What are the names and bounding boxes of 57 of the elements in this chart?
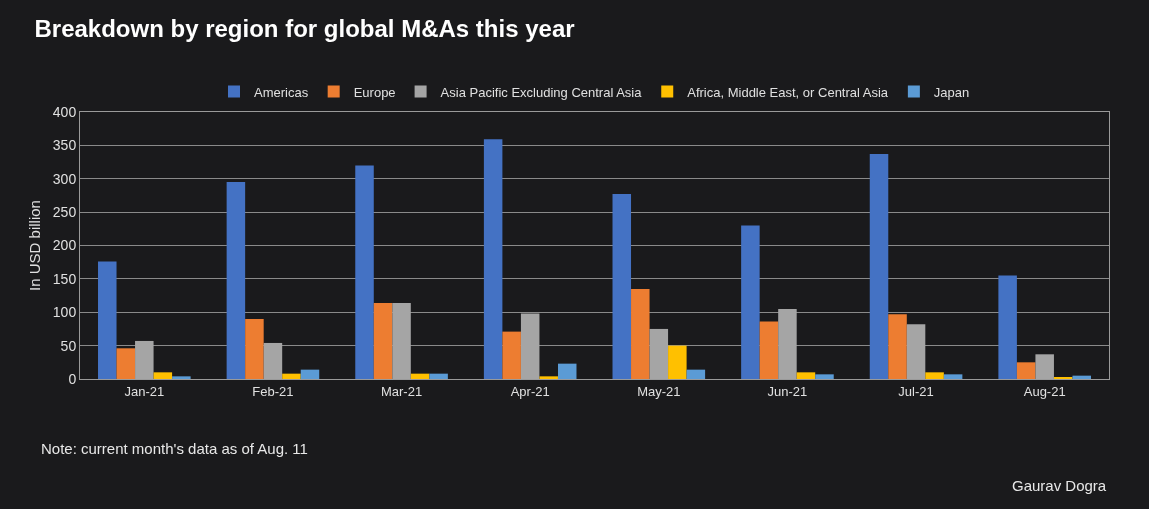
bar	[1072, 375, 1091, 379]
bar	[300, 369, 320, 379]
y-tick-label: 350	[52, 137, 77, 154]
legend-label: Asia Pacific Excluding Central Asia	[440, 84, 643, 100]
bar	[998, 275, 1017, 379]
bar	[869, 154, 889, 379]
bar	[116, 348, 136, 379]
y-tick-label: 250	[52, 204, 77, 221]
bar	[282, 373, 301, 379]
bar	[483, 139, 503, 379]
bar	[172, 376, 191, 379]
text: Note: current month's data as of Aug. 11	[41, 440, 308, 457]
chart-title: Breakdown by region for global M&As this year	[34, 15, 575, 43]
x-tick-label: May-21	[637, 383, 681, 399]
x-tick-label: Aug-21	[1023, 383, 1066, 399]
y-axis-title: In USD billion	[26, 200, 43, 291]
y-tick-label: 0	[68, 370, 77, 387]
bar	[925, 372, 944, 379]
legend-label: Europe	[353, 84, 396, 100]
x-tick-label: Feb-21	[252, 383, 294, 399]
x-tick-label: Jul-21	[898, 383, 934, 399]
bar	[153, 372, 173, 379]
bar	[226, 182, 246, 379]
bar	[373, 302, 393, 379]
bar	[815, 374, 834, 379]
x-tick-label: Mar-21	[380, 383, 423, 399]
bar	[888, 314, 907, 379]
bar	[539, 376, 558, 379]
x-tick-label: Jun-21	[767, 383, 808, 399]
bar	[741, 225, 760, 379]
bar	[410, 373, 430, 379]
bar	[557, 363, 577, 379]
y-tick-label: 300	[52, 170, 77, 187]
bar	[631, 288, 650, 379]
bar	[245, 318, 264, 379]
bar	[668, 345, 687, 379]
bar	[98, 261, 117, 379]
y-tick-label: 50	[60, 337, 77, 354]
bar	[429, 373, 448, 379]
y-tick-label: 200	[52, 237, 77, 254]
y-tick-label: 150	[52, 270, 77, 287]
bar	[686, 369, 706, 379]
y-tick-label: 100	[52, 304, 77, 321]
bar	[1016, 362, 1036, 379]
text: Gaurav Dogra	[1012, 477, 1107, 494]
bar	[355, 165, 374, 379]
x-tick-label: Apr-21	[510, 383, 550, 399]
legend-label: Africa, Middle East, or Central Asia	[687, 84, 889, 100]
bar	[796, 372, 816, 379]
bar	[612, 194, 632, 379]
bar	[759, 321, 779, 379]
y-tick-label: 400	[52, 103, 77, 120]
bar	[502, 331, 521, 379]
x-tick-label: Jan-21	[124, 383, 165, 399]
legend-label: Japan	[933, 84, 970, 100]
bar	[943, 374, 963, 379]
legend-label: Americas	[254, 84, 309, 100]
